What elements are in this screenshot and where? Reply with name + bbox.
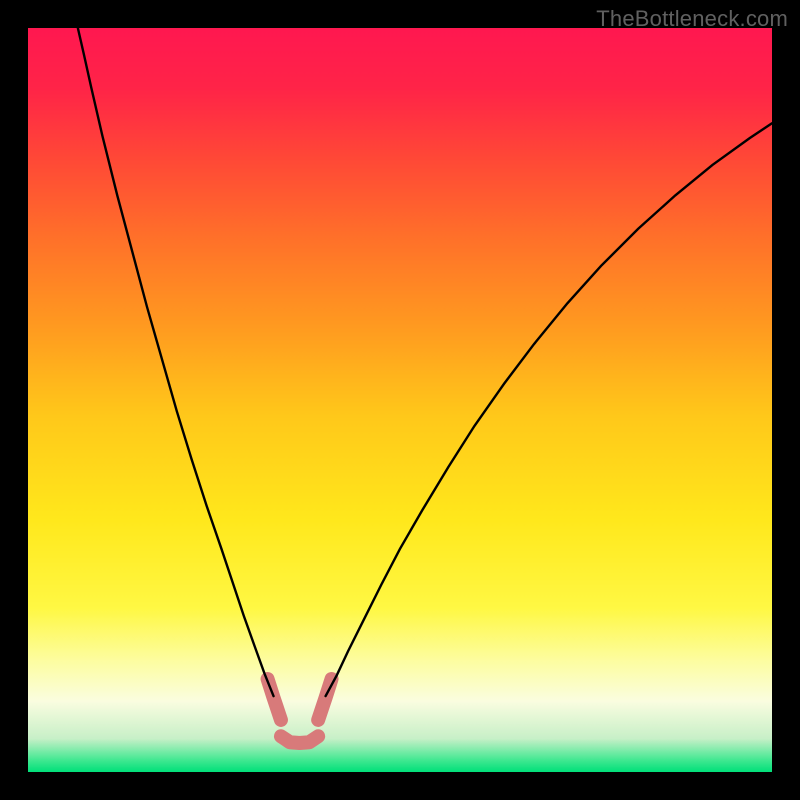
plot-area: [28, 28, 772, 772]
left-curve: [78, 28, 274, 696]
watermark-text: TheBottleneck.com: [596, 6, 788, 32]
curves-svg: [28, 28, 772, 772]
trough-band-bottom: [281, 736, 318, 743]
right-curve: [326, 123, 772, 696]
trough-band-right: [318, 679, 331, 720]
